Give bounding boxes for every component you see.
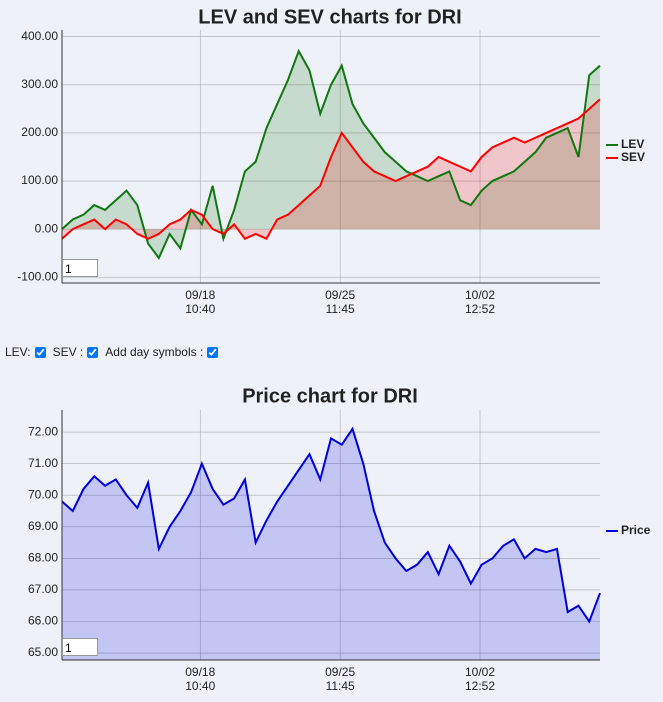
zoom-input[interactable]: 1: [62, 638, 98, 656]
x-tick-label: 09/18: [185, 665, 215, 679]
series-area: [62, 428, 600, 660]
legend-label: SEV: [621, 150, 645, 164]
x-tick-label: 09/18: [185, 288, 215, 302]
x-tick-time: 12:52: [465, 302, 495, 316]
x-tick-time: 11:45: [326, 302, 355, 316]
x-tick-time: 12:52: [465, 679, 495, 693]
chart-title: LEV and SEV charts for DRI: [198, 6, 461, 28]
y-tick-label: 200.00: [21, 125, 58, 139]
y-tick-label: 70.00: [28, 487, 58, 501]
lev-checkbox[interactable]: [34, 346, 46, 358]
series-line: [61, 48, 601, 260]
y-tick-label: 300.00: [21, 77, 58, 91]
x-tick-label: 10/02: [465, 665, 495, 679]
y-tick-label: 100.00: [21, 173, 58, 187]
y-tick-label: 66.00: [28, 614, 58, 628]
y-tick-label: 71.00: [28, 456, 58, 470]
sev-checkbox[interactable]: [87, 346, 99, 358]
y-tick-label: 69.00: [28, 519, 58, 533]
y-tick-label: 67.00: [28, 582, 58, 596]
series-line: [61, 98, 601, 241]
y-tick-label: 72.00: [28, 424, 58, 438]
sev-label: SEV :: [52, 345, 84, 359]
x-tick-label: 09/25: [325, 665, 355, 679]
y-tick-label: -100.00: [17, 269, 58, 283]
zoom-input[interactable]: 1: [62, 259, 98, 277]
day-checkbox[interactable]: [207, 346, 219, 358]
y-tick-label: 0.00: [35, 221, 59, 235]
controls: LEV: SEV : Add day symbols :: [5, 345, 222, 359]
y-tick-label: 400.00: [21, 29, 58, 43]
day-label: Add day symbols :: [105, 345, 204, 359]
x-tick-time: 10:40: [185, 679, 215, 693]
y-tick-label: 68.00: [28, 551, 58, 565]
y-tick-label: 65.00: [28, 645, 58, 659]
legend-label: LEV: [621, 137, 644, 151]
series-area: [62, 99, 600, 239]
x-tick-label: 09/25: [325, 288, 355, 302]
chart-title: Price chart for DRI: [242, 385, 418, 407]
x-tick-time: 11:45: [326, 679, 355, 693]
x-tick-label: 10/02: [465, 288, 495, 302]
series-line: [61, 426, 601, 624]
legend-label: Price: [621, 523, 651, 537]
lev-label: LEV:: [5, 345, 31, 359]
x-tick-time: 10:40: [185, 302, 215, 316]
